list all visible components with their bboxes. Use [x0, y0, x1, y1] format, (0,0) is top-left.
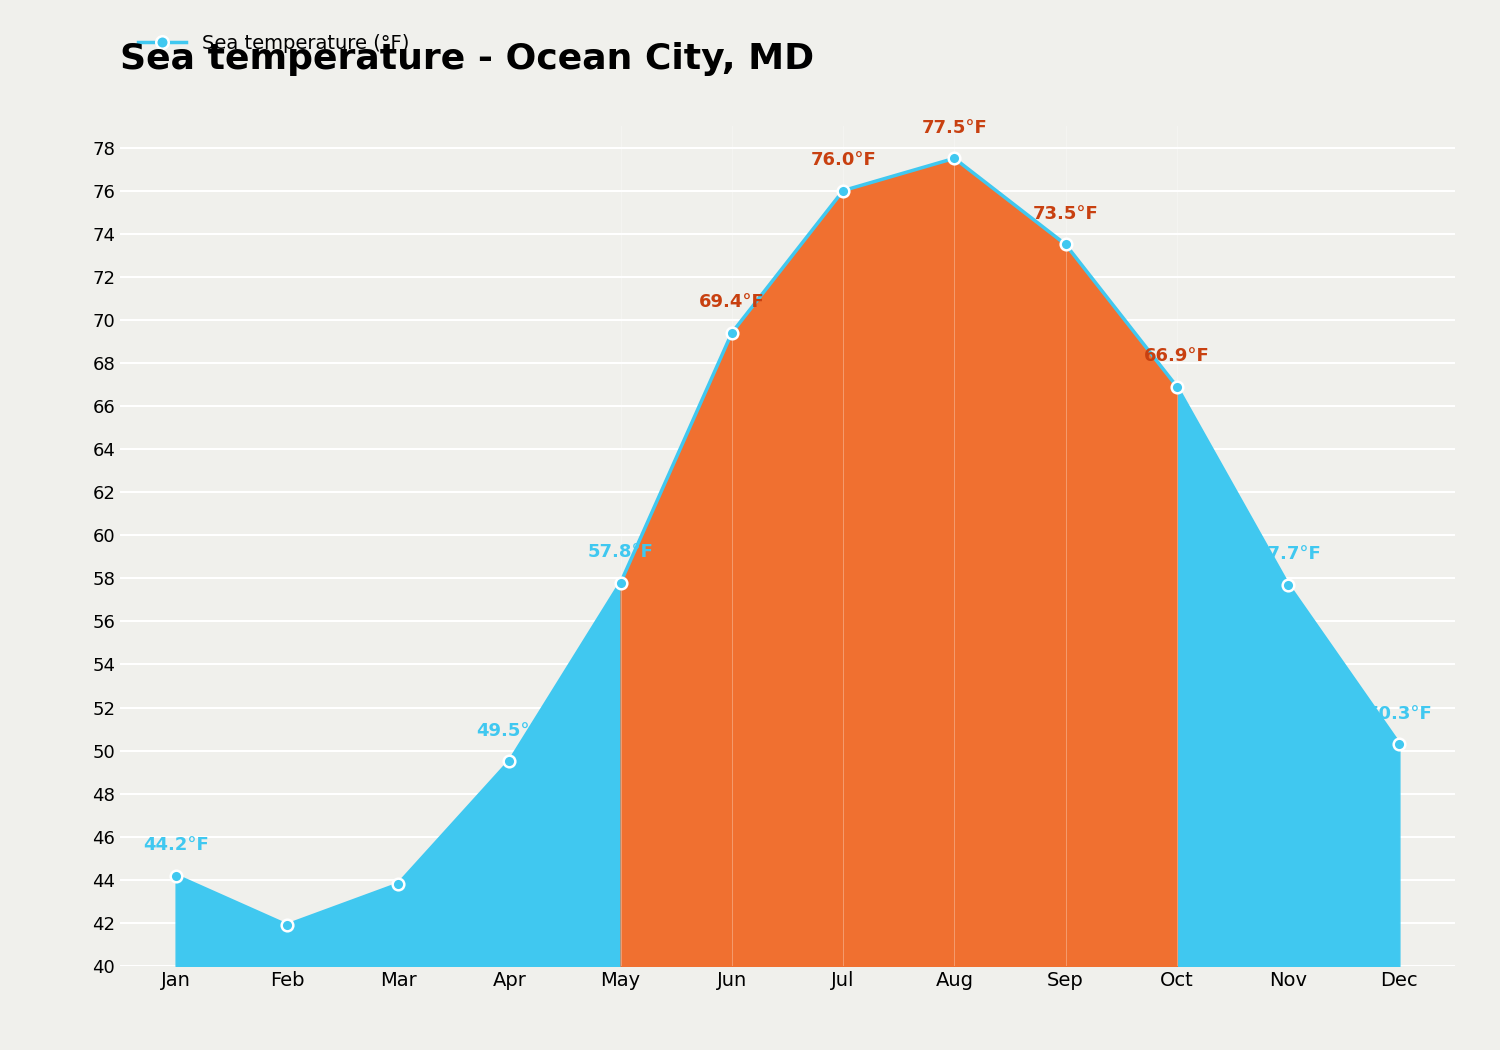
Text: 76.0°F: 76.0°F	[810, 151, 876, 169]
Point	[498, 753, 522, 770]
Point	[164, 867, 188, 884]
Point	[274, 917, 298, 933]
Text: 66.9°F: 66.9°F	[1144, 348, 1209, 365]
Text: 50.3°F: 50.3°F	[1366, 705, 1432, 722]
Legend: Sea temperature (°F): Sea temperature (°F)	[129, 26, 417, 61]
Point	[831, 183, 855, 200]
Text: 77.5°F: 77.5°F	[921, 119, 987, 136]
Point	[1276, 576, 1300, 593]
Text: 69.4°F: 69.4°F	[699, 293, 765, 311]
Text: 41.9°F: 41.9°F	[254, 947, 320, 965]
Point	[942, 150, 966, 167]
Point	[609, 574, 633, 591]
Text: 43.8°F: 43.8°F	[364, 906, 430, 924]
Point	[1388, 736, 1411, 753]
Point	[386, 876, 410, 892]
Text: Sea temperature - Ocean City, MD: Sea temperature - Ocean City, MD	[120, 42, 814, 76]
Text: 57.7°F: 57.7°F	[1256, 545, 1322, 563]
Point	[1166, 378, 1190, 395]
Point	[1053, 236, 1077, 253]
Text: 57.8°F: 57.8°F	[588, 543, 654, 561]
Text: 49.5°F: 49.5°F	[477, 721, 543, 740]
Point	[720, 324, 744, 341]
Text: 73.5°F: 73.5°F	[1032, 205, 1098, 223]
Text: 44.2°F: 44.2°F	[142, 836, 208, 854]
